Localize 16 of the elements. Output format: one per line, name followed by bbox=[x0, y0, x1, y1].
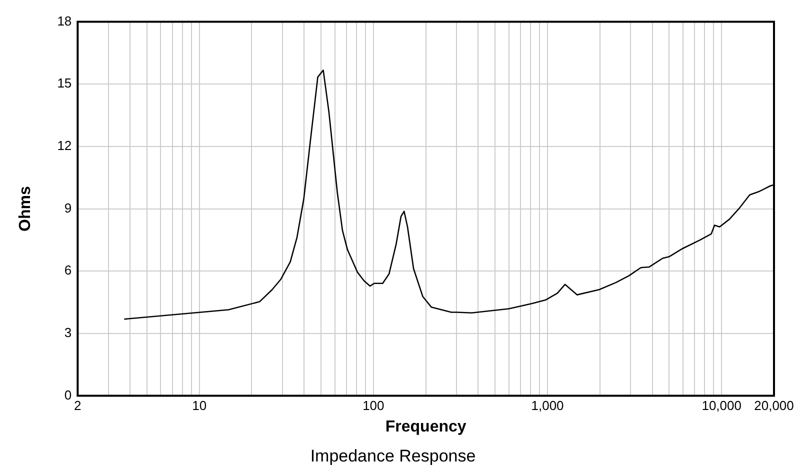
x-axis-title: Frequency bbox=[385, 418, 466, 436]
x-tick-label: 20,000 bbox=[754, 398, 794, 414]
x-tick-label: 10,000 bbox=[702, 398, 742, 414]
y-axis-title: Ohms bbox=[17, 186, 34, 232]
text: Impedance Response bbox=[310, 446, 476, 466]
y-tick-label: 3 bbox=[64, 325, 72, 340]
y-tick-label: 15 bbox=[57, 76, 72, 91]
y-tick-label: 0 bbox=[64, 387, 72, 402]
x-tick-label: 10 bbox=[192, 398, 207, 414]
y-tick-label: 18 bbox=[57, 13, 72, 28]
y-tick-label: 12 bbox=[57, 138, 72, 154]
x-tick-label: 1,000 bbox=[531, 398, 564, 414]
y-tick-label: 9 bbox=[64, 200, 72, 216]
x-tick-label: 2 bbox=[74, 398, 82, 414]
y-tick-label: 6 bbox=[64, 262, 72, 278]
x-tick-label: 100 bbox=[362, 398, 384, 414]
